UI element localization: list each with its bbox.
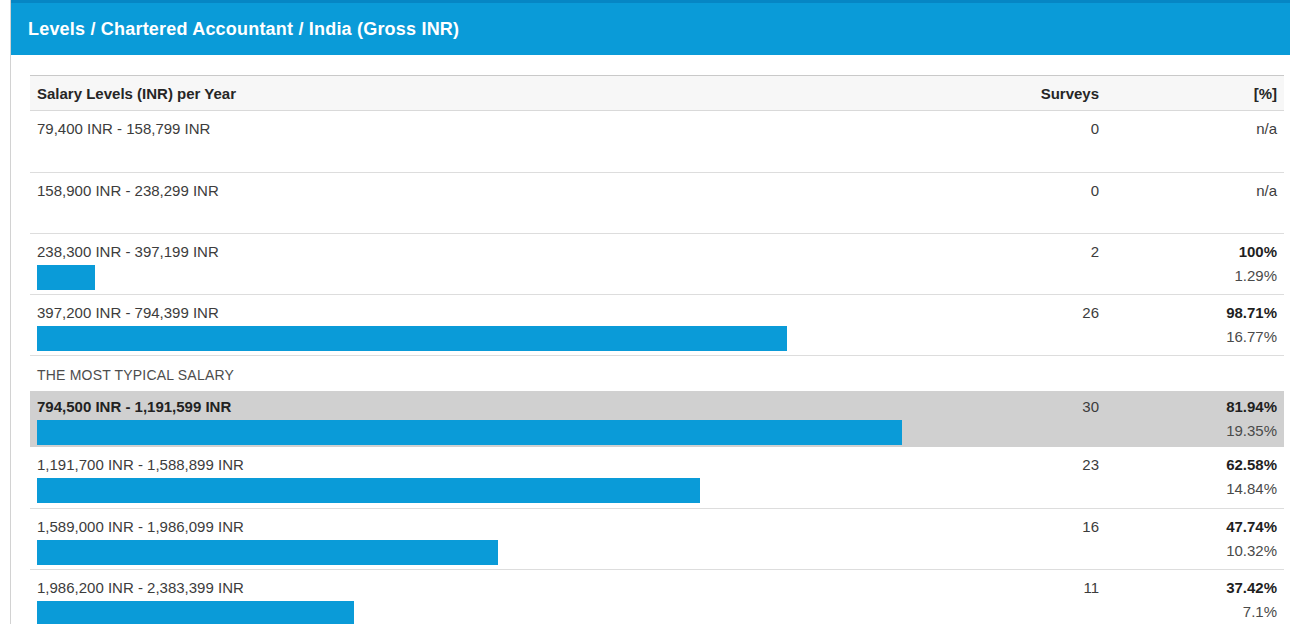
surveys-count: 16 bbox=[939, 509, 1102, 569]
percent-cell: 37.42% 7.1% bbox=[1102, 570, 1284, 624]
page-title: Levels / Chartered Accountant / India (G… bbox=[28, 19, 459, 40]
percent-cell: 47.74% 10.32% bbox=[1102, 509, 1284, 569]
survey-count-bar bbox=[37, 326, 787, 351]
table-body: 79,400 INR - 158,799 INR 0 n/a 158,900 I… bbox=[30, 111, 1284, 624]
share-percent: 10.32% bbox=[1102, 542, 1277, 560]
salary-level-row: 1,191,700 INR - 1,588,899 INR 23 62.58% … bbox=[30, 447, 1284, 508]
column-header-surveys: Surveys bbox=[939, 85, 1102, 102]
salary-range-label: 397,200 INR - 794,399 INR bbox=[37, 304, 939, 322]
cumulative-percent: 37.42% bbox=[1102, 579, 1277, 597]
salary-range-label: 79,400 INR - 158,799 INR bbox=[37, 120, 939, 138]
salary-range-cell: 79,400 INR - 158,799 INR bbox=[30, 111, 939, 172]
survey-count-bar bbox=[37, 478, 700, 503]
surveys-count: 30 bbox=[939, 391, 1102, 447]
cumulative-percent: n/a bbox=[1102, 182, 1277, 200]
percent-cell: 100% 1.29% bbox=[1102, 234, 1284, 294]
salary-report-page: Levels / Chartered Accountant / India (G… bbox=[10, 0, 1290, 624]
survey-count-bar bbox=[37, 540, 498, 565]
share-percent: 7.1% bbox=[1102, 603, 1277, 621]
salary-level-row: 238,300 INR - 397,199 INR 2 100% 1.29% bbox=[30, 233, 1284, 294]
surveys-count: 26 bbox=[939, 295, 1102, 355]
salary-level-row: 794,500 INR - 1,191,599 INR 30 81.94% 19… bbox=[30, 391, 1284, 447]
survey-count-bar bbox=[37, 420, 902, 445]
percent-cell: 81.94% 19.35% bbox=[1102, 391, 1284, 447]
salary-range-cell: 1,191,700 INR - 1,588,899 INR bbox=[30, 447, 939, 508]
percent-cell: n/a bbox=[1102, 173, 1284, 233]
share-percent: 19.35% bbox=[1102, 422, 1277, 440]
share-percent: 1.29% bbox=[1102, 267, 1277, 285]
surveys-count: 23 bbox=[939, 447, 1102, 508]
percent-cell: n/a bbox=[1102, 111, 1284, 172]
salary-range-cell: 397,200 INR - 794,399 INR bbox=[30, 295, 939, 355]
salary-range-cell: 794,500 INR - 1,191,599 INR bbox=[30, 391, 939, 447]
salary-range-cell: 1,589,000 INR - 1,986,099 INR bbox=[30, 509, 939, 569]
salary-range-cell: 158,900 INR - 238,299 INR bbox=[30, 173, 939, 233]
salary-level-row: 1,589,000 INR - 1,986,099 INR 16 47.74% … bbox=[30, 508, 1284, 569]
salary-level-row: 397,200 INR - 794,399 INR 26 98.71% 16.7… bbox=[30, 294, 1284, 355]
survey-count-bar bbox=[37, 601, 354, 624]
salary-range-label: 238,300 INR - 397,199 INR bbox=[37, 243, 939, 261]
percent-cell: 62.58% 14.84% bbox=[1102, 447, 1284, 508]
salary-range-label: 158,900 INR - 238,299 INR bbox=[37, 182, 939, 200]
salary-levels-table: Salary Levels (INR) per Year Surveys [%]… bbox=[30, 75, 1284, 624]
share-percent: 16.77% bbox=[1102, 328, 1277, 346]
salary-range-label: 794,500 INR - 1,191,599 INR bbox=[37, 398, 939, 416]
surveys-count: 0 bbox=[939, 173, 1102, 233]
salary-range-label: 1,589,000 INR - 1,986,099 INR bbox=[37, 518, 939, 536]
survey-count-bar bbox=[37, 265, 95, 290]
cumulative-percent: 62.58% bbox=[1102, 456, 1277, 474]
salary-range-cell: 1,986,200 INR - 2,383,399 INR bbox=[30, 570, 939, 624]
salary-level-row: 1,986,200 INR - 2,383,399 INR 11 37.42% … bbox=[30, 569, 1284, 624]
most-typical-salary-label: THE MOST TYPICAL SALARY bbox=[30, 355, 1284, 391]
cumulative-percent: 100% bbox=[1102, 243, 1277, 261]
report-content: Salary Levels (INR) per Year Surveys [%]… bbox=[11, 55, 1290, 624]
salary-level-row: 158,900 INR - 238,299 INR 0 n/a bbox=[30, 172, 1284, 233]
percent-cell: 98.71% 16.77% bbox=[1102, 295, 1284, 355]
salary-level-row: 79,400 INR - 158,799 INR 0 n/a bbox=[30, 111, 1284, 172]
salary-range-label: 1,191,700 INR - 1,588,899 INR bbox=[37, 456, 939, 474]
share-percent: 14.84% bbox=[1102, 480, 1277, 498]
surveys-count: 11 bbox=[939, 570, 1102, 624]
surveys-count: 0 bbox=[939, 111, 1102, 172]
cumulative-percent: 81.94% bbox=[1102, 398, 1277, 416]
salary-range-cell: 238,300 INR - 397,199 INR bbox=[30, 234, 939, 294]
table-header-row: Salary Levels (INR) per Year Surveys [%] bbox=[30, 75, 1284, 111]
page-header-bar: Levels / Chartered Accountant / India (G… bbox=[11, 0, 1290, 55]
cumulative-percent: 98.71% bbox=[1102, 304, 1277, 322]
cumulative-percent: n/a bbox=[1102, 120, 1277, 138]
salary-range-label: 1,986,200 INR - 2,383,399 INR bbox=[37, 579, 939, 597]
cumulative-percent: 47.74% bbox=[1102, 518, 1277, 536]
surveys-count: 2 bbox=[939, 234, 1102, 294]
column-header-percent: [%] bbox=[1102, 85, 1284, 102]
column-header-salary-levels: Salary Levels (INR) per Year bbox=[30, 85, 939, 102]
